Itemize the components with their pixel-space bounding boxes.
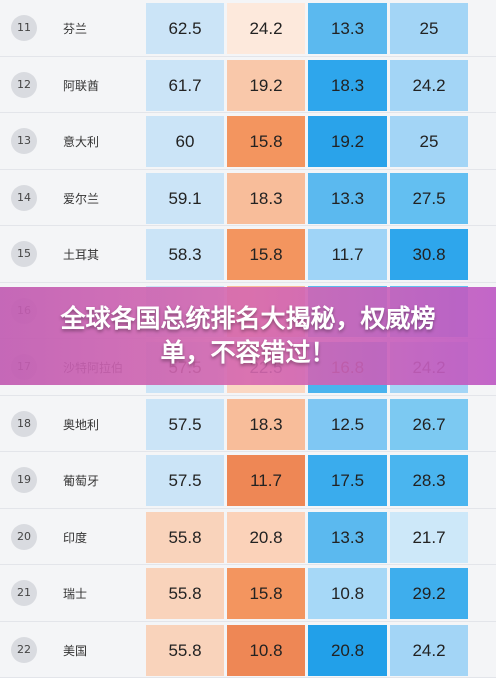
score-cell: 24.2 <box>227 3 305 54</box>
score-cell: 11.7 <box>308 229 387 280</box>
rank-badge: 21 <box>11 580 37 606</box>
score-cell: 26.7 <box>390 399 468 450</box>
rank-badge: 11 <box>11 15 37 41</box>
country-name: 葡萄牙 <box>63 472 143 489</box>
score-cell: 61.7 <box>146 60 224 111</box>
score-cell: 13.3 <box>308 512 387 563</box>
score-cell: 17.5 <box>308 455 387 506</box>
score-cell: 55.8 <box>146 625 224 676</box>
score-cell: 55.8 <box>146 512 224 563</box>
score-cell: 15.8 <box>227 229 305 280</box>
country-name: 瑞士 <box>63 585 143 602</box>
score-cell: 15.8 <box>227 116 305 167</box>
score-cell: 18.3 <box>308 60 387 111</box>
score-cell: 15.8 <box>227 568 305 619</box>
rank-badge: 12 <box>11 72 37 98</box>
score-cell: 19.2 <box>308 116 387 167</box>
rank-badge: 18 <box>11 411 37 437</box>
score-cell: 30.8 <box>390 229 468 280</box>
rank-badge: 20 <box>11 524 37 550</box>
score-cell: 25 <box>390 116 468 167</box>
score-cell: 18.3 <box>227 399 305 450</box>
score-cell: 57.5 <box>146 399 224 450</box>
score-cell: 12.5 <box>308 399 387 450</box>
score-cell: 27.5 <box>390 173 468 224</box>
score-cell: 55.8 <box>146 568 224 619</box>
score-cell: 20.8 <box>308 625 387 676</box>
score-cell: 25 <box>390 3 468 54</box>
score-cell: 24.2 <box>390 625 468 676</box>
score-cell: 19.2 <box>227 60 305 111</box>
country-name: 阿联酋 <box>63 77 143 94</box>
banner-title: 全球各国总统排名大揭秘，权威榜单，不容错过！ <box>38 302 458 370</box>
score-cell: 13.3 <box>308 173 387 224</box>
score-cell: 59.1 <box>146 173 224 224</box>
score-cell: 18.3 <box>227 173 305 224</box>
country-name: 土耳其 <box>63 246 143 263</box>
score-cell: 57.5 <box>146 455 224 506</box>
country-name: 美国 <box>63 642 143 659</box>
score-cell: 62.5 <box>146 3 224 54</box>
score-cell: 10.8 <box>308 568 387 619</box>
score-cell: 10.8 <box>227 625 305 676</box>
score-cell: 24.2 <box>390 60 468 111</box>
country-name: 奥地利 <box>63 416 143 433</box>
country-name: 印度 <box>63 529 143 546</box>
rank-badge: 19 <box>11 467 37 493</box>
rank-badge: 14 <box>11 185 37 211</box>
score-cell: 13.3 <box>308 3 387 54</box>
title-banner: 全球各国总统排名大揭秘，权威榜单，不容错过！ <box>0 287 496 385</box>
score-cell: 29.2 <box>390 568 468 619</box>
score-cell: 20.8 <box>227 512 305 563</box>
country-name: 意大利 <box>63 133 143 150</box>
country-name: 芬兰 <box>63 20 143 37</box>
country-name: 爱尔兰 <box>63 190 143 207</box>
score-cell: 60 <box>146 116 224 167</box>
score-cell: 58.3 <box>146 229 224 280</box>
score-cell: 28.3 <box>390 455 468 506</box>
rank-badge: 15 <box>11 241 37 267</box>
score-cell: 11.7 <box>227 455 305 506</box>
score-cell: 21.7 <box>390 512 468 563</box>
rank-badge: 13 <box>11 128 37 154</box>
rank-badge: 22 <box>11 637 37 663</box>
